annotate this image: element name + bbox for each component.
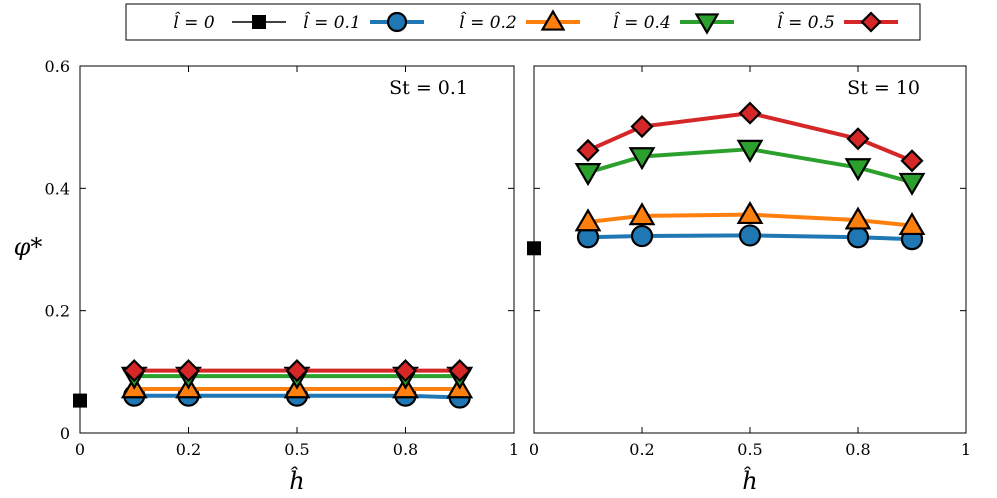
data-point [176, 359, 201, 383]
x-tick-label: 0.2 [176, 440, 201, 459]
legend-marker [386, 11, 408, 33]
x-axis-title: ĥ [742, 466, 757, 495]
data-point [738, 224, 762, 247]
x-tick-label: 0 [529, 440, 539, 459]
data-point [628, 202, 656, 226]
x-tick-label: 0.8 [845, 440, 870, 459]
data-point [393, 359, 418, 383]
legend-marker [860, 11, 882, 33]
data-point [628, 147, 656, 171]
y-tick-label: 0.4 [45, 179, 70, 198]
legend: l̂ = 0 l̂ = 0.1 l̂ = 0.2 l̂ = 0.4 l̂ = 0.5 [125, 3, 921, 41]
legend-marker [540, 9, 566, 31]
data-point [846, 127, 870, 151]
data-point [900, 149, 924, 173]
data-point [574, 163, 602, 187]
data-point [630, 114, 654, 139]
data-point [285, 359, 309, 383]
legend-marker [694, 13, 720, 35]
data-point [73, 393, 87, 408]
data-point [846, 226, 870, 249]
legend-label: l̂ = 0.1 [303, 12, 361, 33]
data-point [738, 101, 762, 125]
data-point [844, 206, 872, 230]
x-tick-label: 0.2 [629, 440, 654, 459]
legend-label: l̂ = 0.4 [613, 12, 671, 33]
data-point [574, 208, 602, 232]
x-tick-label: 0.8 [393, 440, 418, 459]
legend-label: l̂ = 0 [173, 12, 214, 33]
panel-annotation: St = 0.1 [389, 77, 468, 99]
y-axis-title: φ* [14, 233, 43, 261]
data-point [122, 359, 146, 383]
x-tick-label: 1 [509, 440, 519, 459]
y-tick-label: 0.6 [45, 57, 70, 76]
x-axis-title: ĥ [289, 466, 304, 495]
x-tick-label: 1 [961, 440, 971, 459]
legend-label: l̂ = 0.5 [777, 12, 835, 33]
data-point [576, 138, 600, 162]
x-tick-label: 0 [75, 440, 85, 459]
data-point [736, 139, 764, 163]
data-point [898, 211, 926, 236]
panel-st-0-1: 0 0.2 0.5 0.8 1 0 0.2 0.4 0.6 ĥ φ* St = 0.1 [14, 57, 520, 495]
panel-st-10: 0 0.2 0.5 0.8 1 ĥ St = 10 [527, 65, 971, 495]
y-tick-label: 0 [60, 424, 70, 443]
x-tick-label: 0.5 [284, 440, 309, 459]
data-point [448, 359, 472, 383]
data-point [898, 172, 926, 196]
legend-marker [252, 15, 266, 29]
y-tick-label: 0.2 [45, 302, 70, 321]
panel-annotation: St = 10 [847, 77, 920, 99]
data-point [736, 200, 764, 225]
legend-label: l̂ = 0.2 [459, 12, 517, 33]
x-tick-label: 0.5 [737, 440, 762, 459]
data-point [630, 224, 654, 248]
data-point [527, 241, 541, 256]
data-point [844, 158, 872, 182]
